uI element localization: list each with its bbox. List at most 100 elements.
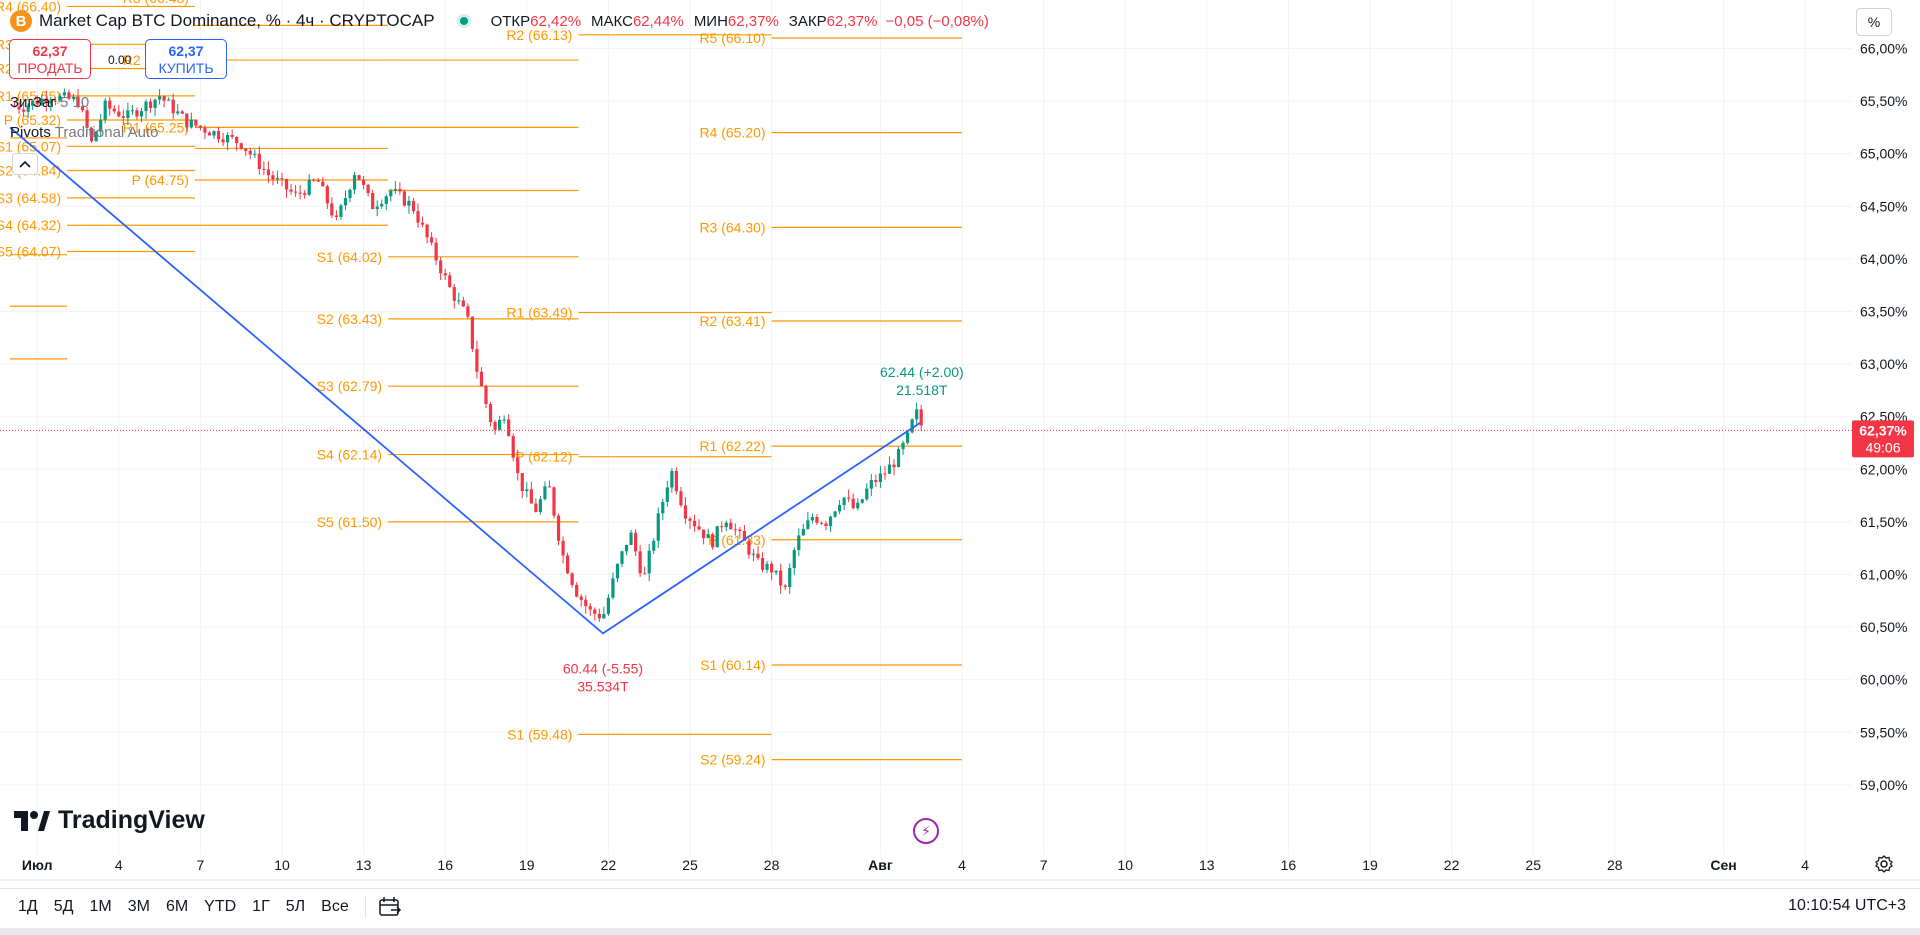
price-axis: 59,00% 59,50% 60,00% 60,50% 61,00% 61,50% 62,0… [1852,0,1920,860]
symbol-title[interactable]: Market Cap BTC Dominance, % · 4ч · CRYPT… [39,11,435,30]
candle-body [878,473,882,483]
candle-body [35,100,39,105]
candle-body [584,599,588,607]
candle-body [271,175,275,180]
candle-body [80,106,85,111]
candle-body [389,190,393,197]
pivot-label: R1 (63.49) [506,305,572,321]
pivot-label: R3 (66.48) [123,0,189,6]
candle-body [448,275,452,288]
candle-body [715,526,719,548]
candle-body [547,486,552,488]
time-tick-label: 28 [764,857,780,873]
price-tick-label: 62,00% [1860,461,1907,477]
time-tick-label: 16 [1281,857,1297,873]
range-button[interactable]: 1Г [252,897,270,915]
candle-body [167,99,171,101]
candle-body [525,489,529,492]
gear-icon[interactable] [1874,854,1894,874]
buy-button[interactable]: 62,37 КУПИТЬ [145,39,227,79]
collapse-legend-button[interactable] [12,153,38,175]
candle-body [262,169,266,171]
pivot-label: S1 (60.14) [700,657,765,673]
sell-label: ПРОДАТЬ [17,60,83,76]
zigzag-indicator: 60.44 (-5.55) 35.534T 62.44 (+2.00) 21.518T [9,126,964,694]
candle-body [461,300,465,307]
range-button[interactable]: 1М [89,897,112,915]
range-button[interactable]: YTD [204,897,237,915]
clock-timezone[interactable]: 10:10:54 UTC+3 [1788,897,1906,914]
candle-body [253,153,257,155]
candle-body [162,96,166,101]
pivot-label: R2 (63.41) [699,313,765,329]
indicator-pivots[interactable]: Pivots Traditional Auto [10,124,158,141]
candle-body [221,139,225,143]
time-axis: Июл 4 7 10 13 16 19 22 25 28 Авг 4 7 10 13 16 19 22 25 28 Се… [0,857,1920,881]
candle-body [683,505,688,519]
price-tick-label: 60,00% [1860,672,1907,688]
candle-body [312,179,316,181]
candle-body [797,535,801,551]
candle-body [85,110,89,128]
calendar-range-icon[interactable] [378,896,402,918]
candle-body [334,215,338,217]
candle-body [720,526,724,528]
range-button[interactable]: 5Л [285,897,306,915]
candle-body [198,125,202,128]
candle-body [470,316,474,349]
pivot-label: S1 (59.48) [507,726,572,742]
candle-body [529,489,533,504]
price-change: −0,05 (−0,08%) [885,12,989,30]
candle-body [579,596,583,600]
candle-body [493,422,497,430]
tradingview-logo[interactable]: TradingView [14,806,205,835]
candle-body [624,544,629,552]
market-status-icon[interactable] [456,14,471,28]
range-button[interactable]: 6М [165,897,189,915]
time-tick-label: Сен [1710,857,1736,873]
candle-body [144,101,148,112]
candle-body [869,480,873,489]
candle-body [738,529,742,532]
candle-body [788,567,792,587]
price-tick-label: 65,00% [1860,146,1907,162]
range-button[interactable]: Все [321,897,349,915]
candle-body [103,100,107,120]
range-button[interactable]: 1Д [18,897,38,915]
range-button[interactable]: 3М [127,897,150,915]
candle-body [443,273,447,276]
last-price-value: 62,37% [1859,422,1907,438]
candle-body [22,109,26,112]
candle-body [679,491,683,506]
time-tick-label: Авг [868,857,893,873]
toolbar-divider [364,895,366,918]
candle-body [502,419,506,421]
bottom-toolbar: 1Д 5Д 1М 3М 6М YTD 1Г 5Л Все [0,888,1920,924]
candle-body [171,99,175,114]
candle-body [774,570,778,573]
scale-mode-button[interactable]: % [1856,8,1892,36]
time-tick-label: 4 [115,857,123,873]
lightning-icon[interactable]: ⚡ [913,818,939,844]
candles [12,88,923,622]
candle-body [26,105,30,112]
range-button[interactable]: 5Д [53,897,74,915]
candle-body [321,181,325,187]
pivot-label: S3 (64.58) [0,190,61,206]
candle-body [643,573,647,575]
candle-body [779,570,783,586]
ohlc-value: 62,42% [530,12,582,30]
candle-body [751,553,756,555]
zigzag-name: ЗигЗаг [10,94,56,111]
candle-body [339,205,343,217]
price-tick-label: 66,00% [1860,41,1907,57]
candle-body [121,116,125,119]
indicator-zigzag[interactable]: ЗигЗаг 5 10 [10,94,89,111]
pivots-params: Traditional Auto [54,124,159,141]
sell-button[interactable]: 62,37 ПРОДАТЬ [9,39,91,79]
price-tick-label: 59,00% [1860,777,1907,793]
candle-body [126,110,130,119]
time-tick-label: 13 [356,857,372,873]
spread-value: 0.00 [108,53,132,67]
